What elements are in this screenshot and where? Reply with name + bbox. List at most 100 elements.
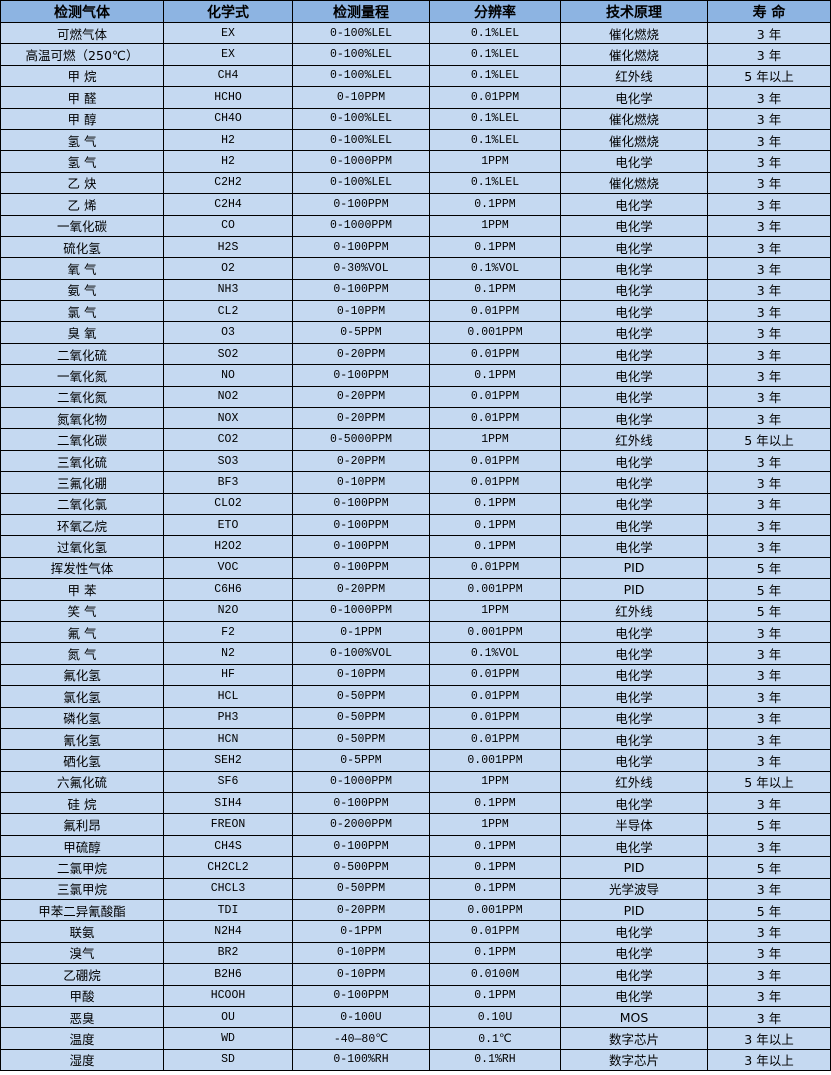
table-row: 一氧化氮 NO 0-100PPM 0.1PPM 电化学 3 年 xyxy=(0,364,831,387)
range-cell: 0-100%VOL xyxy=(292,642,430,665)
lifetime-cell: 5 年 xyxy=(707,556,831,580)
table-body: 可燃气体 EX 0-100%LEL 0.1%LEL 催化燃烧 3 年高温可燃（250℃） E… xyxy=(0,21,831,1072)
range-cell: 0-100PPM xyxy=(292,513,430,537)
table-row: 氟利昂 FREON 0-2000PPM 1PPM 半导体 5 年 xyxy=(0,813,831,836)
lifetime-cell: 3 年 xyxy=(707,792,831,815)
gas-cell: 氮氧化物 xyxy=(0,407,164,430)
header-gas: 检测气体 xyxy=(0,0,164,23)
resolution-cell: 0.001PPM xyxy=(429,899,561,922)
principle-cell: 红外线 xyxy=(560,770,708,794)
gas-cell: 氢 气 xyxy=(0,128,164,152)
formula-cell: WD xyxy=(163,1027,293,1050)
gas-cell: 氮 气 xyxy=(0,642,164,665)
resolution-cell: 0.1PPM xyxy=(429,834,561,858)
gas-cell: 氰化氢 xyxy=(0,727,164,751)
principle-cell: 催化燃烧 xyxy=(560,171,708,195)
formula-cell: SO2 xyxy=(163,342,293,366)
formula-cell: TDI xyxy=(163,899,293,922)
resolution-cell: 1PPM xyxy=(429,214,561,237)
gas-cell: 二氧化碳 xyxy=(0,428,164,451)
lifetime-cell: 3 年 xyxy=(707,364,831,387)
lifetime-cell: 3 年 xyxy=(707,1005,831,1029)
formula-cell: H2O2 xyxy=(163,535,293,558)
lifetime-cell: 3 年 xyxy=(707,834,831,858)
gas-cell: 甲硫醇 xyxy=(0,834,164,858)
formula-cell: SIH4 xyxy=(163,792,293,815)
principle-cell: 电化学 xyxy=(560,492,708,515)
formula-cell: H2S xyxy=(163,235,293,259)
gas-cell: 联氨 xyxy=(0,920,164,943)
table-row: 乙 烯 C2H4 0-100PPM 0.1PPM 电化学 3 年 xyxy=(0,193,831,216)
principle-cell: 电化学 xyxy=(560,620,708,644)
lifetime-cell: 3 年 xyxy=(707,342,831,366)
resolution-cell: 0.1PPM xyxy=(429,278,561,302)
principle-cell: 电化学 xyxy=(560,920,708,943)
formula-cell: SF6 xyxy=(163,770,293,794)
principle-cell: 电化学 xyxy=(560,984,708,1007)
lifetime-cell: 3 年 xyxy=(707,86,831,109)
principle-cell: 红外线 xyxy=(560,64,708,88)
range-cell: 0-10PPM xyxy=(292,941,430,965)
table-row: 甲 醛 HCHO 0-10PPM 0.01PPM 电化学 3 年 xyxy=(0,86,831,109)
range-cell: 0-1PPM xyxy=(292,920,430,943)
formula-cell: OU xyxy=(163,1005,293,1029)
gas-cell: 氧 气 xyxy=(0,257,164,280)
lifetime-cell: 3 年 xyxy=(707,214,831,237)
formula-cell: O3 xyxy=(163,321,293,344)
lifetime-cell: 5 年 xyxy=(707,899,831,922)
formula-cell: SO3 xyxy=(163,449,293,473)
principle-cell: 电化学 xyxy=(560,193,708,216)
formula-cell: HCHO xyxy=(163,86,293,109)
gas-cell: 氢 气 xyxy=(0,150,164,173)
header-principle: 技术原理 xyxy=(560,0,708,23)
resolution-cell: 0.01PPM xyxy=(429,342,561,366)
table-row: 氮 气 N2 0-100%VOL 0.1%VOL 电化学 3 年 xyxy=(0,642,831,665)
table-row: 甲 苯 C6H6 0-20PPM 0.001PPM PID 5 年 xyxy=(0,578,831,601)
lifetime-cell: 3 年 xyxy=(707,706,831,729)
principle-cell: 电化学 xyxy=(560,150,708,173)
header-resolution: 分辨率 xyxy=(429,0,561,23)
resolution-cell: 0.01PPM xyxy=(429,685,561,708)
table-row: 甲酸 HCOOH 0-100PPM 0.1PPM 电化学 3 年 xyxy=(0,984,831,1007)
range-cell: 0-5PPM xyxy=(292,749,430,772)
gas-cell: 硒化氢 xyxy=(0,749,164,772)
table-row: 磷化氢 PH3 0-50PPM 0.01PPM 电化学 3 年 xyxy=(0,706,831,729)
formula-cell: EX xyxy=(163,43,293,66)
resolution-cell: 0.01PPM xyxy=(429,86,561,109)
lifetime-cell: 3 年 xyxy=(707,300,831,323)
resolution-cell: 0.1%LEL xyxy=(429,171,561,195)
resolution-cell: 0.01PPM xyxy=(429,663,561,687)
table-row: 氰化氢 HCN 0-50PPM 0.01PPM 电化学 3 年 xyxy=(0,727,831,751)
formula-cell: CO xyxy=(163,214,293,237)
range-cell: 0-5PPM xyxy=(292,321,430,344)
gas-cell: 恶臭 xyxy=(0,1005,164,1029)
principle-cell: 电化学 xyxy=(560,471,708,494)
table-row: 氧 气 O2 0-30%VOL 0.1%VOL 电化学 3 年 xyxy=(0,257,831,280)
table-row: 环氧乙烷 ETO 0-100PPM 0.1PPM 电化学 3 年 xyxy=(0,513,831,537)
resolution-cell: 0.0100M xyxy=(429,963,561,986)
lifetime-cell: 3 年 xyxy=(707,877,831,901)
formula-cell: CH2CL2 xyxy=(163,856,293,879)
resolution-cell: 0.1℃ xyxy=(429,1027,561,1050)
table-row: 笑 气 N2O 0-1000PPM 1PPM 红外线 5 年 xyxy=(0,599,831,622)
principle-cell: 电化学 xyxy=(560,407,708,430)
gas-cell: 可燃气体 xyxy=(0,21,164,45)
lifetime-cell: 5 年 xyxy=(707,813,831,836)
header-lifetime: 寿 命 xyxy=(707,0,831,23)
lifetime-cell: 5 年以上 xyxy=(707,64,831,88)
table-row: 一氧化碳 CO 0-1000PPM 1PPM 电化学 3 年 xyxy=(0,214,831,237)
lifetime-cell: 3 年 xyxy=(707,984,831,1007)
principle-cell: 电化学 xyxy=(560,706,708,729)
range-cell: 0-10PPM xyxy=(292,963,430,986)
principle-cell: 电化学 xyxy=(560,86,708,109)
principle-cell: 电化学 xyxy=(560,235,708,259)
principle-cell: 电化学 xyxy=(560,535,708,558)
principle-cell: 电化学 xyxy=(560,342,708,366)
range-cell: 0-10PPM xyxy=(292,300,430,323)
formula-cell: FREON xyxy=(163,813,293,836)
resolution-cell: 0.01PPM xyxy=(429,556,561,580)
table-row: 二氧化氯 CLO2 0-100PPM 0.1PPM 电化学 3 年 xyxy=(0,492,831,515)
resolution-cell: 0.1PPM xyxy=(429,535,561,558)
gas-cell: 过氧化氢 xyxy=(0,535,164,558)
